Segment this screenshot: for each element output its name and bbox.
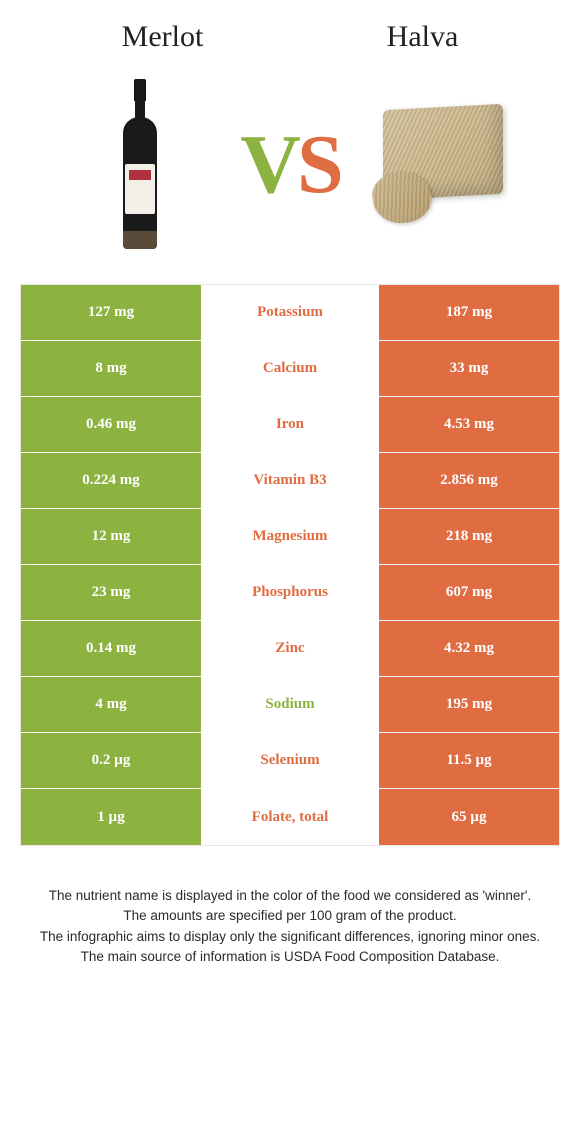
left-value: 0.14 mg	[21, 621, 201, 676]
nutrient-label: Potassium	[201, 285, 379, 340]
right-value: 4.53 mg	[379, 397, 559, 452]
right-value: 4.32 mg	[379, 621, 559, 676]
table-row: 0.2 µgSelenium11.5 µg	[21, 733, 559, 789]
nutrient-label: Magnesium	[201, 509, 379, 564]
wine-bottle-icon	[120, 79, 160, 249]
left-value: 127 mg	[21, 285, 201, 340]
table-row: 0.14 mgZinc4.32 mg	[21, 621, 559, 677]
footer-note: The nutrient name is displayed in the co…	[0, 876, 580, 977]
nutrient-label: Iron	[201, 397, 379, 452]
right-value: 218 mg	[379, 509, 559, 564]
table-row: 8 mgCalcium33 mg	[21, 341, 559, 397]
left-value: 0.46 mg	[21, 397, 201, 452]
table-row: 0.46 mgIron4.53 mg	[21, 397, 559, 453]
hero: VS	[0, 64, 580, 284]
halva-icon	[365, 99, 515, 229]
right-value: 33 mg	[379, 341, 559, 396]
left-value: 0.2 µg	[21, 733, 201, 788]
left-value: 12 mg	[21, 509, 201, 564]
table-row: 0.224 mgVitamin B32.856 mg	[21, 453, 559, 509]
footer-line: The nutrient name is displayed in the co…	[30, 886, 550, 906]
nutrient-label: Folate, total	[201, 789, 379, 845]
nutrient-table: 127 mgPotassium187 mg8 mgCalcium33 mg0.4…	[20, 284, 560, 846]
nutrient-label: Phosphorus	[201, 565, 379, 620]
halva-image	[360, 74, 520, 254]
right-value: 2.856 mg	[379, 453, 559, 508]
nutrient-label: Sodium	[201, 677, 379, 732]
nutrient-label: Selenium	[201, 733, 379, 788]
nutrient-label: Vitamin B3	[201, 453, 379, 508]
right-value: 65 µg	[379, 789, 559, 845]
vs-label: VS	[240, 116, 339, 213]
right-value: 607 mg	[379, 565, 559, 620]
vs-v: V	[240, 118, 297, 211]
merlot-image	[60, 74, 220, 254]
left-value: 23 mg	[21, 565, 201, 620]
table-row: 12 mgMagnesium218 mg	[21, 509, 559, 565]
right-value: 195 mg	[379, 677, 559, 732]
right-value: 11.5 µg	[379, 733, 559, 788]
table-row: 23 mgPhosphorus607 mg	[21, 565, 559, 621]
header: Merlot Halva	[0, 0, 580, 64]
vs-s: S	[297, 118, 340, 211]
nutrient-label: Zinc	[201, 621, 379, 676]
title-left: Merlot	[122, 20, 204, 54]
footer-line: The infographic aims to display only the…	[30, 927, 550, 947]
left-value: 4 mg	[21, 677, 201, 732]
left-value: 8 mg	[21, 341, 201, 396]
table-row: 4 mgSodium195 mg	[21, 677, 559, 733]
table-row: 1 µgFolate, total65 µg	[21, 789, 559, 845]
right-value: 187 mg	[379, 285, 559, 340]
footer-line: The main source of information is USDA F…	[30, 947, 550, 967]
title-right: Halva	[387, 20, 459, 54]
footer-line: The amounts are specified per 100 gram o…	[30, 906, 550, 926]
nutrient-label: Calcium	[201, 341, 379, 396]
table-row: 127 mgPotassium187 mg	[21, 285, 559, 341]
left-value: 1 µg	[21, 789, 201, 845]
left-value: 0.224 mg	[21, 453, 201, 508]
